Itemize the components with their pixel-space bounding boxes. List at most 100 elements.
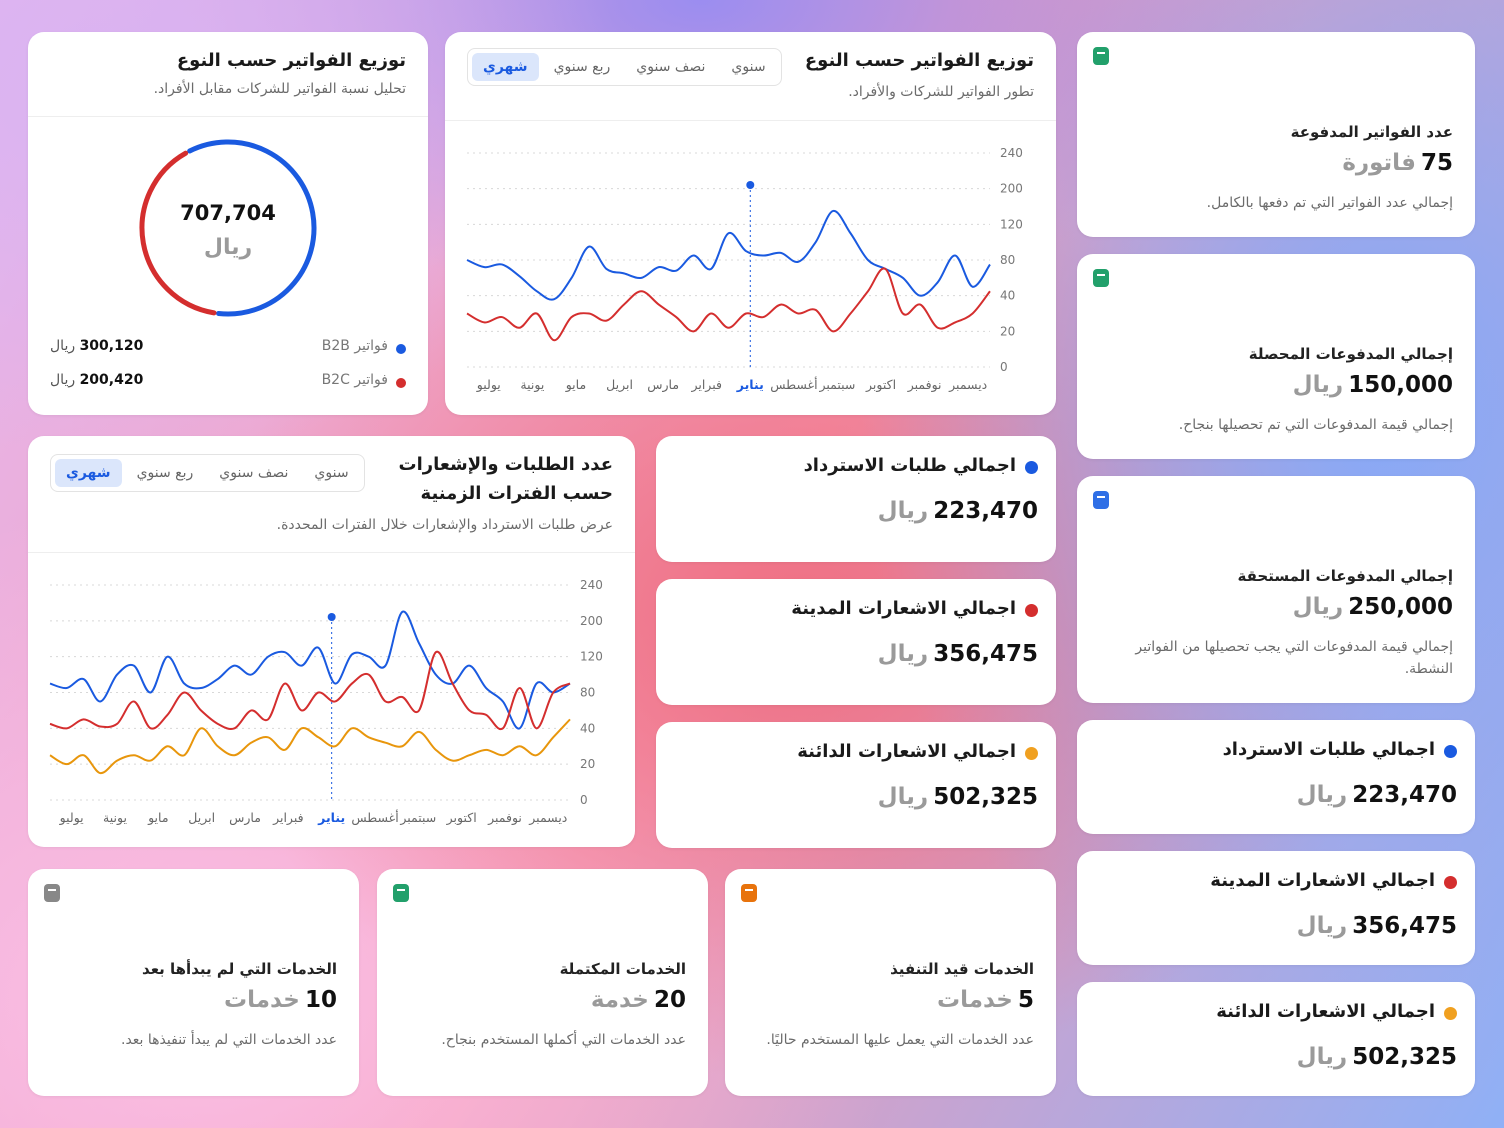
series-line [49, 650, 571, 731]
stat-card: اجمالي طلبات الاسترداد 223,470 ريال [1077, 720, 1475, 834]
kpi-description: عدد الخدمات التي لم يبدأ تنفيذها بعد. [121, 1032, 337, 1048]
requests-card: عدد الطلبات والإشعارات حسب الفترات الزمني… [28, 436, 635, 847]
kpi-description: عدد الخدمات التي يعمل عليها المستخدم حال… [766, 1032, 1034, 1048]
card-title-line2: حسب الفترات الزمنية [420, 483, 613, 504]
kpi-card: الخدمات المكتملة 20 خدمة عدد الخدمات التي … [377, 869, 708, 1096]
x-tick-label: ديسمبر [528, 810, 567, 826]
value-unit: ريال [877, 641, 929, 667]
hover-dot [746, 181, 755, 189]
icon-shape [1093, 491, 1109, 509]
divider [28, 116, 428, 117]
icon [28, 869, 359, 921]
icon-glyph [741, 884, 757, 902]
card-title: عدد الطلبات والإشعارات [398, 454, 613, 475]
stat-dot [1444, 745, 1457, 758]
value-number: 250,000 [1348, 594, 1453, 620]
tab-bar: سنوي نصف سنوي ربع سنوي شهري [50, 454, 365, 492]
icon [1077, 476, 1475, 528]
value-unit: ريال [877, 498, 929, 524]
kpi-description: إجمالي قيمة المدفوعات التي يجب تحصيلها م… [1135, 639, 1453, 677]
value-line: 502,325 ريال [1297, 1044, 1457, 1070]
stat-card: اجمالي الاشعارات الدائنة 502,325 ريال [1077, 982, 1475, 1096]
tab[interactable]: شهري [472, 53, 539, 81]
x-tick-label: نوفمبر [487, 810, 522, 826]
value-line: 250,000 ريال [1293, 594, 1453, 620]
x-tick-label: فبراير [690, 377, 722, 393]
value-number: 223,470 [933, 498, 1038, 524]
series-line [466, 209, 991, 301]
icon-line [397, 889, 405, 891]
value-unit: خدمات [937, 987, 1013, 1013]
value-line: 20 خدمة [591, 987, 686, 1013]
stat-card: اجمالي الاشعارات المدينة 356,475 ريال [1077, 851, 1475, 965]
value-number: 502,325 [1352, 1044, 1457, 1070]
kpi-description: إجمالي قيمة المدفوعات التي تم تحصيلها بن… [1178, 417, 1453, 433]
value-line: 75 فاتورة [1342, 150, 1453, 176]
value-number: 5 [1017, 987, 1034, 1013]
donut-card: توزيع الفواتير حسب النوع تحليل نسبة الفوا… [28, 32, 428, 415]
value-number: 502,325 [933, 784, 1038, 810]
stat-title: اجمالي طلبات الاسترداد [803, 455, 1016, 476]
value-unit: ريال [1296, 1044, 1348, 1070]
donut-unit: ريال [204, 235, 252, 260]
stat-dot [1444, 876, 1457, 889]
icon-shape [741, 884, 757, 902]
legend-dot [396, 344, 406, 354]
value-line: 502,325 ريال [878, 784, 1038, 810]
icon-line [1097, 52, 1105, 54]
x-tick-label: مايو [565, 377, 586, 393]
icon [1077, 32, 1475, 84]
divider [445, 120, 1056, 121]
kpi-title: الخدمات المكتملة [559, 960, 686, 978]
icon-shape [1093, 269, 1109, 287]
kpi-description: عدد الخدمات التي أكملها المستخدم بنجاح. [441, 1032, 686, 1048]
legend-dot [396, 378, 406, 388]
icon-shape [1093, 47, 1109, 65]
value-number: 20 [653, 987, 686, 1013]
y-tick-label: 20 [1000, 324, 1015, 338]
y-tick-label: 240 [1000, 146, 1023, 160]
tab[interactable]: شهري [55, 459, 122, 487]
legend-unit: ريال [50, 372, 76, 388]
stat-title: اجمالي الاشعارات الدائنة [797, 741, 1016, 762]
value-unit: ريال [877, 784, 929, 810]
y-tick-label: 0 [580, 793, 588, 807]
x-tick-label: فبراير [272, 810, 304, 826]
tab[interactable]: ربع سنوي [553, 59, 611, 75]
tab[interactable]: سنوي [731, 59, 766, 75]
value-unit: خدمة [590, 987, 649, 1013]
card-title: توزيع الفواتير حسب النوع [176, 50, 406, 71]
x-tick-label: أغسطس [770, 376, 817, 393]
tab[interactable]: نصف سنوي [219, 465, 289, 481]
kpi-card: عدد الفواتير المدفوعة 75 فاتورة إجمالي عدد… [1077, 32, 1475, 237]
tab[interactable]: نصف سنوي [636, 59, 706, 75]
icon-line [1097, 496, 1105, 498]
icon [1077, 254, 1475, 306]
stat-card: اجمالي الاشعارات المدينة 356,475 ريال [656, 579, 1056, 705]
legend-number: 300,120 [79, 338, 144, 354]
y-tick-label: 120 [1000, 217, 1023, 231]
value-line: 10 خدمات [224, 987, 337, 1013]
stat-title: اجمالي الاشعارات المدينة [791, 598, 1016, 619]
x-tick-label: اكتوبر [865, 377, 896, 393]
x-tick-label: سبتمبر [818, 377, 855, 393]
stat-dot [1025, 747, 1038, 760]
tab[interactable]: ربع سنوي [136, 465, 194, 481]
kpi-card: الخدمات قيد التنفيذ 5 خدمات عدد الخدمات ال… [725, 869, 1056, 1096]
series-line [49, 610, 571, 730]
legend-unit: ريال [50, 338, 76, 354]
value-number: 75 [1420, 150, 1453, 176]
x-tick-label: ابريل [188, 810, 215, 826]
legend-name: فواتير B2B [321, 338, 388, 354]
tab-bar: سنوي نصف سنوي ربع سنوي شهري [467, 48, 782, 86]
icon-shape [44, 884, 60, 902]
icon-glyph [44, 884, 60, 902]
tab[interactable]: سنوي [314, 465, 349, 481]
value-unit: فاتورة [1342, 150, 1416, 176]
value-line: 223,470 ريال [878, 498, 1038, 524]
stat-dot [1025, 461, 1038, 474]
value-line: 356,475 ريال [878, 641, 1038, 667]
legend-number: 200,420 [79, 372, 144, 388]
stat-title: اجمالي الاشعارات المدينة [1210, 870, 1435, 891]
card-subtitle: تطور الفواتير للشركات والأفراد. [848, 84, 1034, 100]
